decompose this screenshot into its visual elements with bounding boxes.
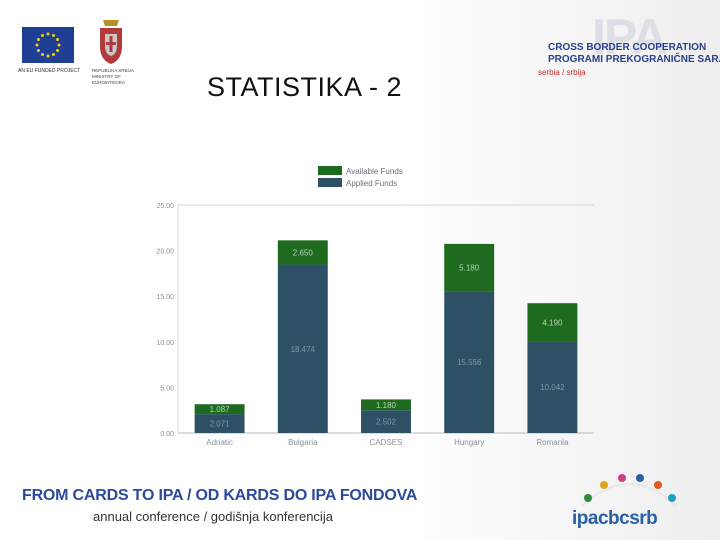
eu-stars-icon	[35, 32, 61, 58]
cbc-logo-subtitle: serbia / srbija	[538, 68, 586, 77]
legend-label: Applied Funds	[346, 179, 397, 188]
eu-star	[36, 49, 40, 52]
bar-available-funds	[527, 303, 578, 342]
ipa-logo: IPA	[592, 9, 668, 65]
y-tick-label: 0.00	[160, 431, 174, 438]
bar-label-applied: 2.502	[376, 418, 397, 427]
serbia-coat-of-arms-icon	[100, 20, 122, 64]
x-tick-label: Bulgaria	[288, 438, 318, 447]
legend-label: Available Funds	[346, 167, 403, 176]
bar-label-available: 1.180	[376, 401, 397, 410]
eu-flag-logo	[22, 27, 74, 63]
bar-label-available: 4.190	[542, 318, 563, 327]
bar-available-funds	[361, 399, 411, 411]
bar-applied-funds	[527, 341, 578, 433]
y-tick-label: 20.00	[156, 249, 174, 256]
bar-applied-funds	[361, 410, 411, 433]
eu-star	[35, 43, 39, 47]
bar-label-applied: 2.071	[210, 420, 231, 429]
x-tick-label: Hungary	[454, 438, 484, 447]
legend-swatch	[318, 178, 342, 187]
eu-star	[46, 54, 50, 58]
eu-star	[57, 43, 61, 47]
eu-star	[36, 38, 40, 41]
cbc-logo-line2: PROGRAMI PREKOGRANIČNE SARADNJE	[548, 54, 720, 65]
eu-caption: AN EU FUNDED PROJECT	[18, 68, 81, 74]
y-tick-label: 15.00	[156, 294, 174, 301]
bar-label-applied: 15.556	[457, 358, 482, 367]
bar-available-funds	[277, 240, 328, 265]
chart-bars: 2.071 1.087 Adriatic 18.474 2.650 Bulgaria 2.5…	[194, 240, 578, 447]
eu-star	[52, 53, 55, 57]
bar-label-applied: 10.042	[540, 383, 565, 392]
bar-label-available: 5.180	[459, 264, 480, 273]
y-tick-label: 10.00	[156, 340, 174, 347]
bar-applied-funds	[444, 291, 495, 433]
chart-legend: Available Funds Applied Funds	[318, 166, 403, 188]
eu-star	[41, 33, 44, 37]
serbia-caption-line2: MINISTRY OF EUROINTEGRA	[92, 74, 126, 85]
eu-star	[56, 49, 60, 52]
ipacbcsrb-people-arc-icon	[581, 474, 677, 507]
eu-star	[46, 32, 50, 36]
cbc-logo-line1: CROSS BORDER COOPERATION	[548, 42, 707, 53]
eu-star	[41, 53, 44, 57]
bar-available-funds	[444, 243, 495, 292]
bar-label-applied: 18.474	[291, 345, 316, 354]
bar-label-available: 2.650	[293, 248, 314, 257]
y-tick-label: 25.00	[156, 203, 174, 210]
serbia-caption-line1: REPUBLIKA SRBIJA	[92, 68, 135, 73]
footer-subtitle: annual conference / godišnja konferencij…	[93, 509, 333, 524]
eu-star	[52, 33, 55, 37]
y-tick-label: 5.00	[160, 385, 174, 392]
footer-title: FROM CARDS TO IPA / OD KARDS DO IPA FOND…	[22, 487, 418, 504]
x-tick-label: Adriatic	[206, 438, 233, 447]
x-tick-label: CADSES	[370, 438, 403, 447]
eu-star	[56, 38, 60, 41]
x-tick-label: Romania	[536, 438, 569, 447]
bar-applied-funds	[277, 264, 328, 433]
legend-swatch	[318, 166, 342, 175]
bar-available-funds	[194, 404, 245, 415]
bar-applied-funds	[194, 414, 245, 433]
ipacbcsrb-logo-text: ipacbcsrb	[572, 508, 658, 529]
slide-title: STATISTIKA - 2	[207, 72, 403, 102]
serbia-caption: REPUBLIKA SRBIJA MINISTRY OF EUROINTEGRA	[92, 68, 152, 86]
bar-label-available: 1.087	[210, 405, 231, 414]
